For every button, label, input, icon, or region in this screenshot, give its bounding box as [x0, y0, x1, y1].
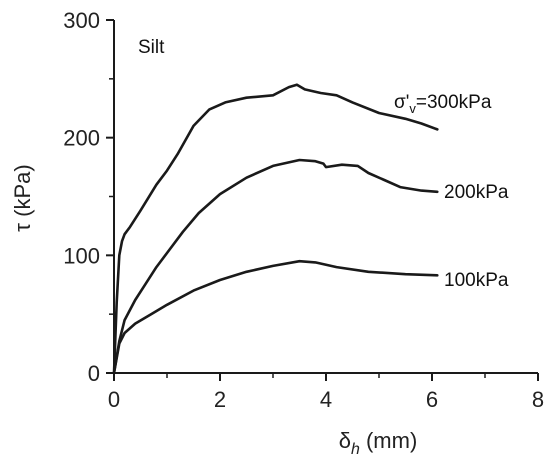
x-axis-title-sub: h	[351, 441, 360, 458]
y-tick-label: 0	[88, 361, 100, 386]
x-tick-label: 6	[426, 387, 438, 412]
x-tick-label: 0	[108, 387, 120, 412]
ticks: 0 100 200 300 0 2 4 6 8	[63, 8, 544, 412]
series-label-2: 100kPa	[444, 270, 509, 291]
x-axis-title: δh (mm)	[339, 428, 418, 458]
series-line-0	[112, 83, 439, 375]
y-tick-label: 200	[63, 126, 100, 151]
x-tick-label: 4	[320, 387, 332, 412]
x-axis-title-main: δ	[339, 428, 351, 453]
y-tick-label: 100	[63, 243, 100, 268]
y-tick-label: 300	[63, 8, 100, 33]
y-axis-title: τ (kPa)	[10, 164, 35, 231]
series-labels: σ'v=300kPa 200kPa 100kPa	[394, 92, 509, 291]
series-line-2	[112, 259, 439, 375]
x-axis-title-unit: (mm)	[360, 428, 417, 453]
x-tick-label: 2	[214, 387, 226, 412]
series-label-1: 200kPa	[444, 182, 509, 203]
x-tick-label: 8	[532, 387, 544, 412]
series-lines	[112, 83, 439, 375]
series-label-0: σ'v=300kPa	[394, 92, 492, 116]
series-line-1	[112, 158, 439, 375]
annotation-silt: Silt	[138, 37, 165, 58]
